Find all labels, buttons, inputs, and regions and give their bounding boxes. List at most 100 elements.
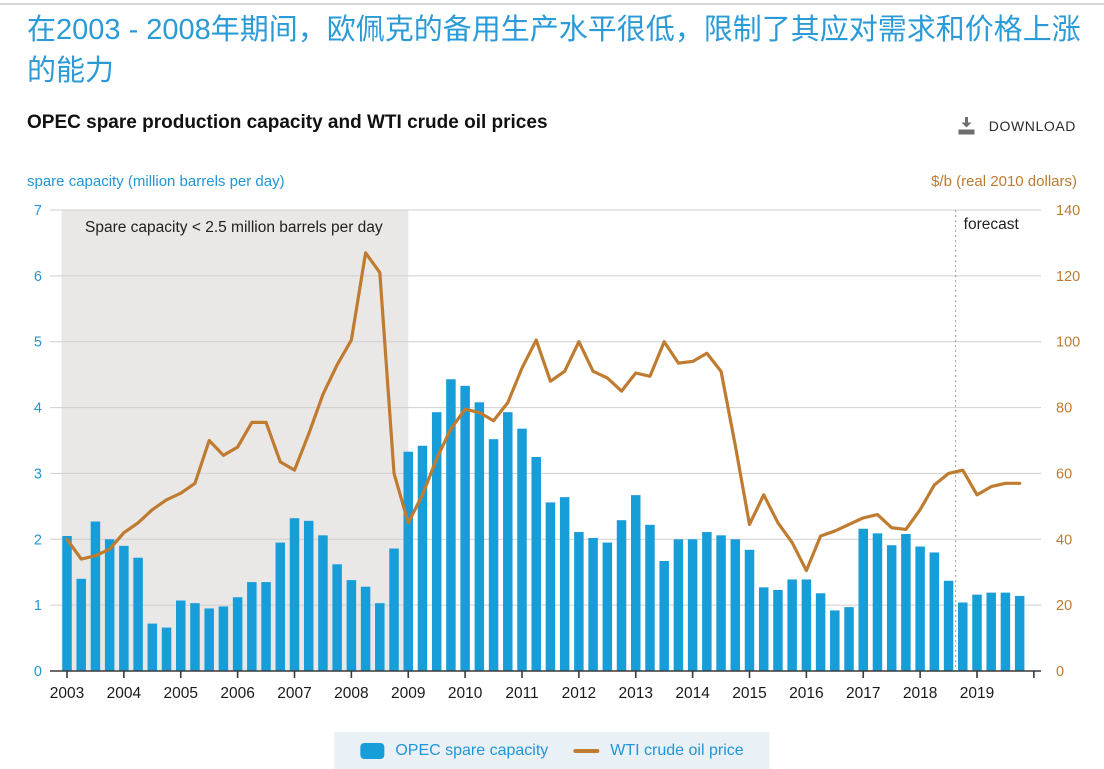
shaded-region-label: Spare capacity < 2.5 million barrels per… (85, 219, 383, 236)
bar (858, 528, 868, 671)
bar (872, 533, 883, 671)
x-tick-label: 2011 (505, 685, 538, 702)
bar (119, 545, 129, 671)
right-axis-title: $/b (real 2010 dollars) (931, 173, 1077, 190)
bar (915, 546, 925, 671)
x-tick-label: 2004 (107, 685, 142, 702)
bar (929, 552, 940, 671)
bar (503, 412, 513, 671)
bar (801, 579, 812, 671)
x-tick-label: 2015 (732, 685, 766, 702)
x-axis-labels: 2003 2004 2005 2006 2007 2008 2009 2010 2011 2012… (50, 685, 994, 702)
bar (631, 495, 641, 671)
bar (787, 579, 797, 671)
bar (218, 606, 229, 671)
bar (176, 600, 186, 671)
bar (574, 532, 584, 671)
x-tick-label: 2019 (960, 685, 994, 702)
download-icon (956, 116, 977, 136)
legend-line-label: WTI crude oil price (610, 741, 744, 759)
x-tick-label: 2005 (164, 685, 198, 702)
bar (886, 545, 897, 671)
x-tick-label: 2012 (562, 685, 596, 702)
x-axis (50, 670, 1041, 678)
bar (901, 534, 911, 671)
bar (303, 520, 314, 671)
bar (1000, 592, 1011, 671)
legend-item-spare-capacity[interactable]: OPEC spare capacity (360, 742, 548, 760)
bar (190, 603, 200, 671)
bar (133, 557, 143, 671)
bar (844, 607, 854, 671)
download-button[interactable]: DOWNLOAD (954, 112, 1078, 140)
bar (986, 592, 996, 671)
right-axis-labels: 0 20 40 60 80 100 120 140 (1056, 203, 1080, 680)
right-tick-label: 40 (1056, 532, 1072, 548)
right-tick-label: 80 (1056, 401, 1072, 417)
x-tick-label: 2009 (391, 685, 425, 702)
bar (460, 385, 470, 671)
bar (403, 451, 413, 671)
bar (958, 602, 968, 671)
bar (90, 521, 101, 671)
left-tick-label: 4 (34, 401, 42, 417)
bar (773, 589, 783, 671)
left-tick-label: 6 (34, 269, 42, 285)
page-title: 在2003 - 2008年期间，欧佩克的备用生产水平很低，限制了其应对需求和价格… (27, 14, 1081, 87)
legend-item-wti-price[interactable]: WTI crude oil price (573, 741, 744, 760)
right-tick-label: 140 (1056, 203, 1080, 219)
left-tick-label: 1 (34, 598, 42, 614)
bar (375, 603, 385, 671)
download-label: DOWNLOAD (988, 118, 1076, 134)
bar (389, 548, 399, 671)
bar (659, 561, 669, 671)
bar (517, 428, 527, 671)
x-tick-label: 2014 (675, 685, 710, 702)
bar (559, 497, 570, 671)
legend: OPEC spare capacity WTI crude oil price (334, 732, 770, 769)
left-tick-label: 3 (34, 466, 42, 482)
bar (446, 379, 456, 671)
bar-series-swatch (360, 742, 385, 759)
bar (602, 542, 613, 671)
bar (261, 582, 271, 671)
bar (545, 502, 556, 671)
bar (1014, 595, 1025, 671)
bar (76, 578, 86, 671)
bar (488, 439, 499, 671)
x-tick-label: 2006 (220, 685, 254, 702)
x-tick-label: 2008 (334, 685, 368, 702)
left-tick-label: 7 (34, 203, 42, 219)
bar (332, 564, 342, 671)
bar (972, 594, 982, 671)
chart-title: OPEC spare production capacity and WTI c… (27, 112, 548, 133)
bar (531, 456, 541, 671)
bar (417, 445, 428, 671)
forecast-label: forecast (964, 216, 1020, 233)
left-axis-title: spare capacity (million barrels per day) (27, 173, 285, 190)
x-tick-label: 2003 (50, 685, 84, 702)
x-tick-label: 2018 (903, 685, 937, 702)
x-tick-label: 2010 (448, 685, 483, 702)
bar (744, 549, 755, 671)
right-tick-label: 0 (1056, 664, 1064, 680)
right-tick-label: 20 (1056, 598, 1072, 614)
bar (247, 582, 257, 671)
bar (346, 580, 357, 671)
bar (161, 627, 172, 671)
bar (758, 587, 769, 671)
bar (204, 608, 214, 671)
left-axis-labels: 0 1 2 3 4 5 6 7 (34, 203, 42, 680)
bar (289, 518, 300, 671)
bar (147, 623, 158, 671)
bar (588, 537, 598, 671)
left-tick-label: 2 (34, 532, 42, 548)
left-tick-label: 5 (34, 335, 42, 351)
right-tick-label: 100 (1056, 335, 1080, 351)
bar (830, 610, 840, 671)
bar (943, 580, 954, 671)
x-tick-label: 2007 (277, 685, 311, 702)
bar (474, 402, 485, 671)
bar (616, 520, 627, 671)
